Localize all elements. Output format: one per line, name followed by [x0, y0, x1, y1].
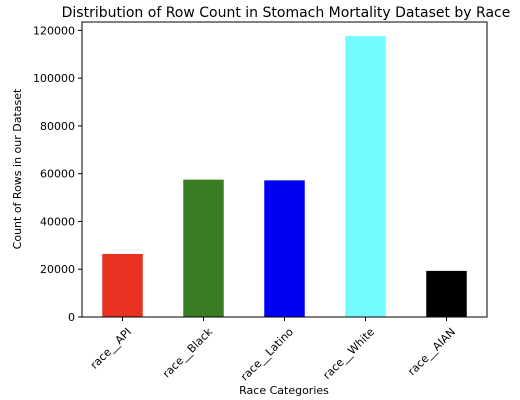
- y-tick-label: 40000: [40, 215, 75, 228]
- y-tick-label: 20000: [40, 263, 75, 276]
- bar-race-white: [345, 36, 386, 318]
- bar-race-black: [183, 179, 224, 317]
- x-tick-label: race__API: [88, 325, 134, 371]
- bar-race-latino: [264, 180, 305, 317]
- bar-race-api: [102, 253, 143, 317]
- y-tick-label: 100000: [33, 72, 75, 85]
- x-axis-ticks: race__API race__Black race__Latino race__Wh…: [88, 317, 458, 383]
- x-tick-label: race__Latino: [238, 325, 296, 383]
- bars-group: [102, 36, 467, 318]
- y-axis-ticks: 0 20000 40000 60000 80000 100000 120000: [33, 24, 82, 324]
- y-tick-label: 80000: [40, 120, 75, 133]
- y-axis-label: Count of Rows in our Dataset: [11, 88, 24, 249]
- y-tick-label: 120000: [33, 24, 75, 37]
- x-axis-label: Race Categories: [239, 384, 329, 397]
- x-tick-label: race__White: [320, 325, 377, 382]
- plot-frame: [81, 21, 488, 318]
- chart-title: Distribution of Row Count in Stomach Mor…: [62, 5, 511, 21]
- y-tick-label: 0: [68, 311, 75, 324]
- y-tick-label: 60000: [40, 168, 75, 181]
- x-tick-label: race__Black: [160, 325, 215, 380]
- bar-race-aian: [426, 270, 467, 317]
- x-tick-label: race__AIAN: [405, 325, 458, 378]
